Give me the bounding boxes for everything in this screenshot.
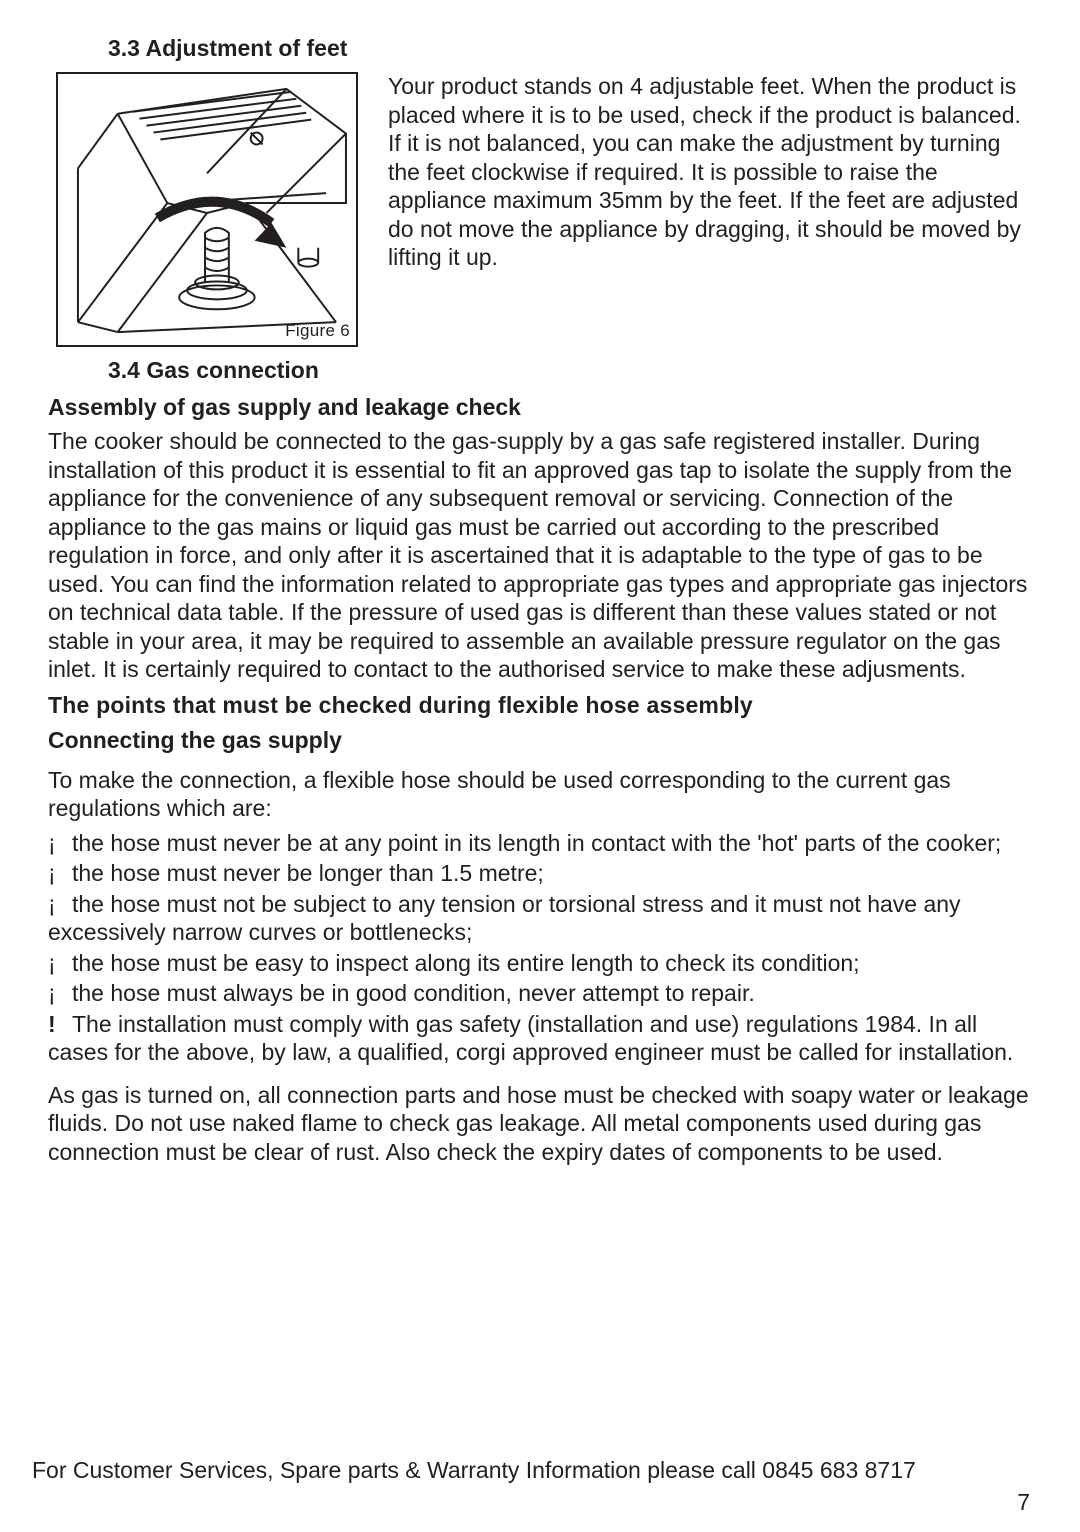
heading-3-3: 3.3 Adjustment of feet: [108, 35, 1032, 62]
list-item: ¡the hose must be easy to inspect along …: [48, 949, 1032, 978]
para-connecting-intro: To make the connection, a flexible hose …: [48, 766, 1032, 823]
section-3-3-text: Your product stands on 4 adjustable feet…: [388, 72, 1032, 347]
bullet-icon: ¡: [48, 829, 72, 858]
bullet-icon: ¡: [48, 979, 72, 1008]
heading-3-4: 3.4 Gas connection: [108, 357, 1032, 384]
subheading-flex-hose: The points that must be checked during f…: [48, 692, 1032, 719]
list-text: the hose must be easy to inspect along i…: [72, 950, 860, 976]
list-item: ¡the hose must not be subject to any ten…: [48, 890, 1032, 947]
para-assembly: The cooker should be connected to the ga…: [48, 427, 1032, 684]
figure-6-label: Figure 6: [285, 321, 350, 341]
subheading-assembly: Assembly of gas supply and leakage check: [48, 394, 1032, 421]
bullet-icon: ¡: [48, 949, 72, 978]
list-item: ¡the hose must always be in good conditi…: [48, 979, 1032, 1008]
subheading-connecting: Connecting the gas supply: [48, 727, 1032, 754]
list-item: ¡the hose must never be longer than 1.5 …: [48, 859, 1032, 888]
warning-icon: !: [48, 1010, 72, 1039]
hose-rules-list: ¡the hose must never be at any point in …: [48, 829, 1032, 1067]
bullet-icon: ¡: [48, 859, 72, 888]
list-item: ¡the hose must never be at any point in …: [48, 829, 1032, 858]
figure-6: Figure 6: [56, 72, 358, 347]
list-text: the hose must always be in good conditio…: [72, 980, 755, 1006]
list-text: the hose must not be subject to any tens…: [48, 891, 961, 946]
list-text: the hose must never be at any point in i…: [72, 830, 1001, 856]
warning-item: !The installation must comply with gas s…: [48, 1010, 1032, 1067]
footer-text: For Customer Services, Spare parts & War…: [32, 1457, 1032, 1484]
bullet-icon: ¡: [48, 890, 72, 919]
para-leak-check: As gas is turned on, all connection part…: [48, 1081, 1032, 1167]
section-3-3-row: Figure 6 Your product stands on 4 adjust…: [48, 72, 1032, 347]
list-text: the hose must never be longer than 1.5 m…: [72, 860, 544, 886]
feet-diagram-icon: [58, 74, 356, 345]
page-number: 7: [1017, 1489, 1030, 1516]
warning-text: The installation must comply with gas sa…: [48, 1011, 1013, 1066]
